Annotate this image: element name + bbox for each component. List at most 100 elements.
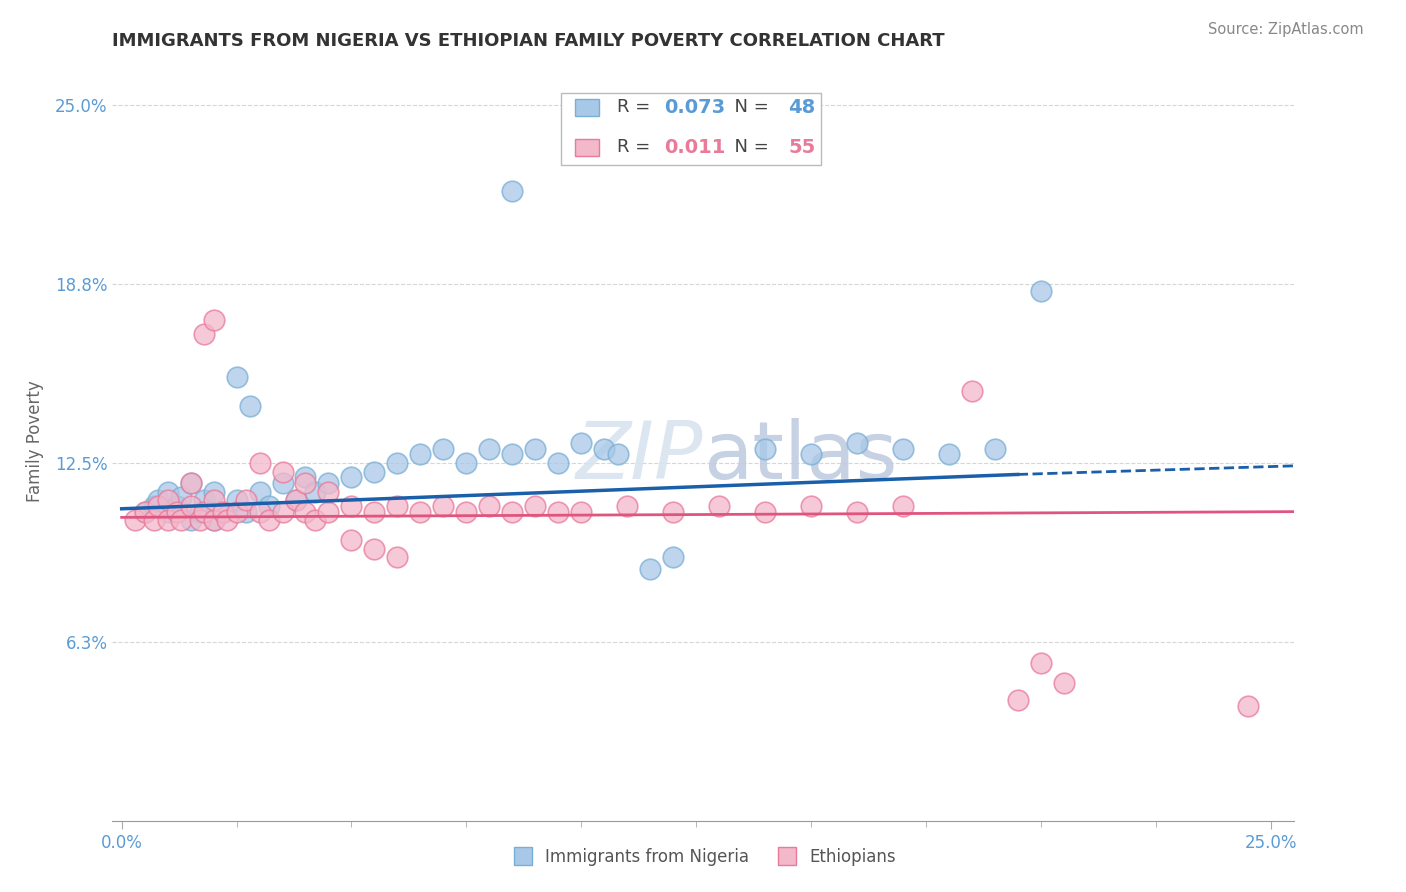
Point [569,505,592,519]
Text: R =: R = [617,138,655,156]
Point [754,442,776,456]
Point [124,513,146,527]
Point [170,513,193,527]
Point [662,505,685,519]
Point [304,513,326,527]
Point [800,447,823,461]
Point [180,513,202,527]
Point [156,513,179,527]
Point [478,442,501,456]
Point [501,505,523,519]
Point [304,484,326,499]
Point [363,505,385,519]
Point [707,499,730,513]
Point [193,327,215,342]
Point [432,442,454,456]
Point [340,533,363,548]
Point [142,499,165,513]
Point [432,499,454,513]
Point [363,541,385,556]
Point [239,399,262,413]
Point [225,370,247,384]
Point [180,499,202,513]
Point [285,493,308,508]
Point [202,513,225,527]
Point [294,476,316,491]
Point [285,493,308,508]
Point [593,442,616,456]
Point [1236,699,1258,714]
Point [225,505,247,519]
Point [202,484,225,499]
Point [845,436,868,450]
Legend: Immigrants from Nigeria, Ethiopians: Immigrants from Nigeria, Ethiopians [503,842,903,873]
Point [501,447,523,461]
Text: IMMIGRANTS FROM NIGERIA VS ETHIOPIAN FAMILY POVERTY CORRELATION CHART: IMMIGRANTS FROM NIGERIA VS ETHIOPIAN FAM… [112,32,945,50]
Point [249,505,271,519]
Text: N =: N = [723,138,775,156]
Point [257,513,280,527]
Point [225,493,247,508]
Point [524,442,547,456]
Point [202,313,225,327]
Point [891,499,914,513]
Point [142,513,165,527]
Point [456,456,478,470]
Point [217,513,239,527]
Point [1007,693,1029,707]
Point [249,456,271,470]
Point [456,505,478,519]
Text: Source: ZipAtlas.com: Source: ZipAtlas.com [1208,22,1364,37]
Point [638,562,661,576]
Point [271,465,294,479]
Point [1029,657,1052,671]
Text: 0.011: 0.011 [664,138,725,157]
Text: 48: 48 [787,97,815,117]
Point [193,505,215,519]
Text: atlas: atlas [703,417,897,496]
Point [800,499,823,513]
Point [387,550,409,565]
Point [235,493,257,508]
Point [170,491,193,505]
Point [547,456,569,470]
Point [938,447,960,461]
Point [211,505,233,519]
Text: 55: 55 [787,138,815,157]
Point [166,505,188,519]
Point [501,184,523,198]
Text: ZIP: ZIP [575,417,703,496]
Point [166,499,188,513]
Point [984,442,1007,456]
Text: 0.073: 0.073 [664,97,725,117]
Point [148,493,170,508]
Point [960,384,983,399]
Point [156,493,179,508]
Text: R =: R = [617,98,655,116]
Point [754,505,776,519]
Point [188,513,211,527]
Point [616,499,638,513]
FancyBboxPatch shape [575,139,599,156]
Point [211,505,233,519]
Point [340,499,363,513]
Point [134,505,156,519]
Point [202,493,225,508]
Point [180,476,202,491]
Point [891,442,914,456]
Point [193,493,215,508]
Point [148,499,170,513]
Point [318,484,340,499]
Point [524,499,547,513]
Point [134,505,156,519]
Point [845,505,868,519]
Point [569,436,592,450]
Point [409,447,432,461]
Point [188,505,211,519]
Point [363,465,385,479]
Point [202,513,225,527]
Point [156,505,179,519]
Point [271,476,294,491]
Y-axis label: Family Poverty: Family Poverty [25,381,44,502]
Point [180,476,202,491]
